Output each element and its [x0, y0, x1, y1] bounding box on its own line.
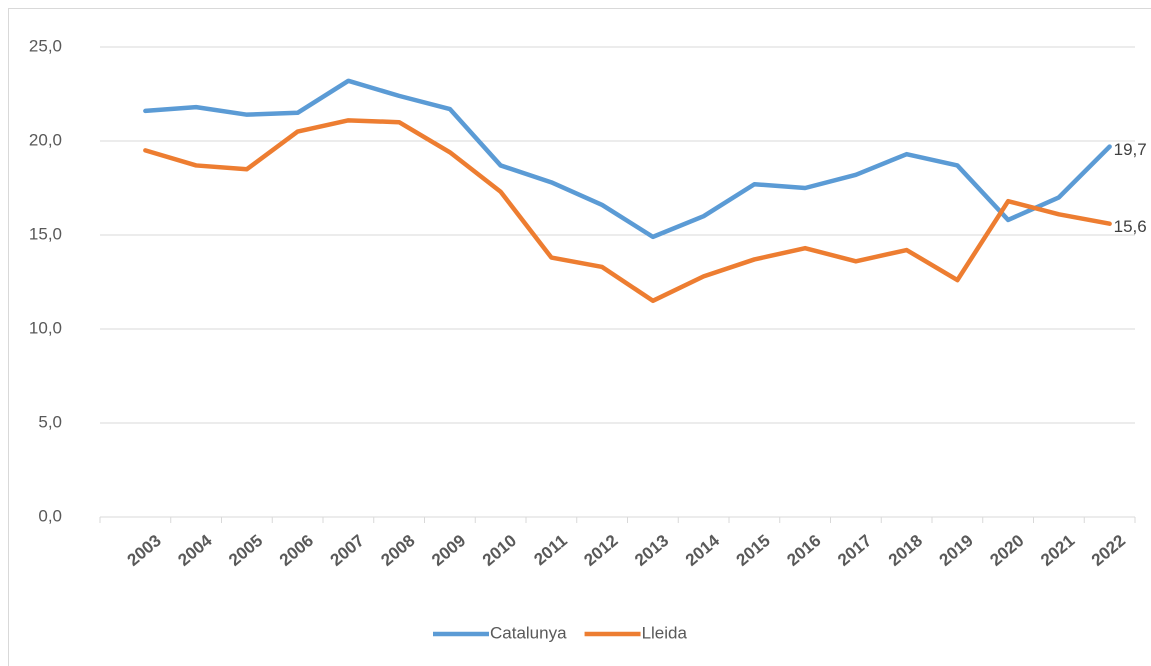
x-tick-label: 2009	[428, 531, 469, 570]
data-label: 15,6	[1114, 217, 1147, 236]
x-tick-label: 2005	[225, 531, 266, 570]
chart-border	[8, 8, 1151, 666]
x-tick-label: 2022	[1088, 531, 1129, 570]
y-tick-label: 20,0	[29, 130, 62, 149]
x-tick-label: 2003	[124, 531, 165, 570]
x-tick-label: 2015	[733, 531, 774, 570]
y-tick-label: 15,0	[29, 224, 62, 243]
y-tick-label: 25,0	[29, 36, 62, 55]
y-tick-label: 0,0	[38, 506, 62, 525]
x-tick-label: 2007	[327, 531, 368, 570]
x-tick-label: 2018	[885, 531, 926, 570]
x-tick-label: 2017	[834, 531, 875, 570]
legend-label: Catalunya	[490, 623, 567, 642]
data-label: 19,7	[1114, 140, 1147, 159]
x-tick-label: 2012	[580, 531, 621, 570]
x-tick-label: 2011	[530, 531, 570, 569]
x-tick-label: 2013	[631, 531, 672, 570]
y-tick-label: 10,0	[29, 318, 62, 337]
x-tick-label: 2006	[276, 531, 317, 570]
x-tick-label: 2004	[174, 531, 216, 570]
line-series	[143, 118, 1112, 304]
x-tick-label: 2020	[986, 531, 1027, 570]
legend-label: Lleida	[642, 623, 688, 642]
x-tick-label: 2019	[936, 531, 977, 570]
x-tick-label: 2021	[1037, 531, 1078, 570]
x-tick-label: 2014	[682, 531, 724, 570]
y-tick-label: 5,0	[38, 412, 62, 431]
x-tick-label: 2010	[479, 531, 520, 570]
x-tick-label: 2016	[783, 531, 824, 570]
x-tick-label: 2008	[377, 531, 418, 570]
line-series	[143, 78, 1112, 240]
